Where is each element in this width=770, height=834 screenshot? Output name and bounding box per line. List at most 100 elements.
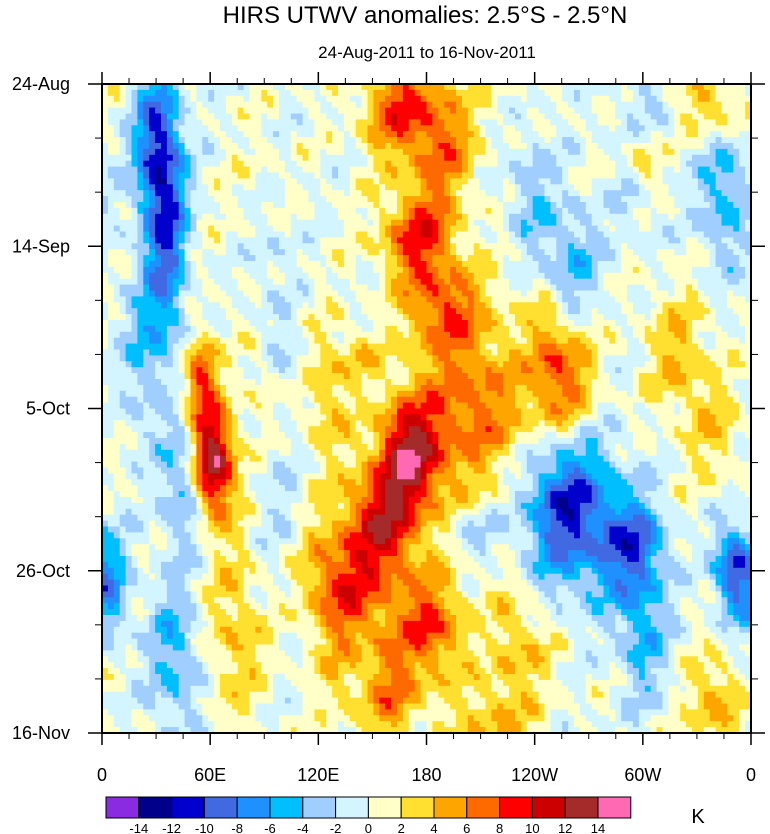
heatmap-cell [650, 202, 658, 209]
heatmap-cell [591, 213, 599, 221]
heatmap-cell [574, 137, 581, 144]
heatmap-cell [621, 178, 628, 185]
heatmap-cell [621, 284, 628, 292]
heatmap-cell [709, 143, 717, 150]
heatmap-cell [715, 278, 723, 286]
heatmap-cell [686, 207, 693, 215]
heatmap-cell [367, 95, 374, 103]
heatmap-cell [509, 290, 516, 297]
heatmap-cell [650, 160, 658, 168]
heatmap-cell [503, 278, 510, 286]
heatmap-cell [255, 296, 262, 303]
heatmap-cell [249, 249, 256, 256]
heatmap-cell [709, 148, 717, 156]
heatmap-cell [473, 284, 481, 292]
heatmap-cell [633, 337, 640, 345]
heatmap-cell [202, 148, 209, 156]
heatmap-cell [509, 225, 516, 233]
heatmap-cell [556, 255, 563, 262]
heatmap-cell [143, 237, 150, 244]
heatmap-cell [579, 255, 587, 262]
heatmap-cell [674, 207, 681, 215]
heatmap-cell [220, 308, 227, 315]
heatmap-cell [243, 137, 251, 144]
heatmap-cell [202, 331, 209, 339]
heatmap-cell [697, 154, 705, 162]
heatmap-cell [302, 308, 310, 315]
heatmap-cell [638, 107, 646, 115]
heatmap-cell [644, 278, 652, 286]
heatmap-cell [650, 314, 658, 321]
heatmap-cell [692, 314, 699, 321]
heatmap-cell [361, 119, 369, 126]
heatmap-cell [638, 178, 646, 185]
heatmap-cell [255, 202, 262, 209]
heatmap-cell [550, 249, 557, 256]
heatmap-cell [273, 231, 280, 238]
heatmap-cell [532, 160, 540, 168]
heatmap-cell [733, 131, 740, 138]
heatmap-cell [137, 89, 144, 97]
heatmap-cell [214, 290, 221, 297]
heatmap-cell [538, 331, 546, 339]
heatmap-cell [603, 95, 610, 103]
heatmap-cell [137, 190, 144, 197]
heatmap-cell [314, 202, 321, 209]
heatmap-cell [733, 325, 740, 333]
heatmap-cell [638, 160, 646, 168]
heatmap-cell [355, 343, 363, 351]
heatmap-cell [745, 337, 752, 345]
heatmap-cell [532, 202, 540, 209]
heatmap-cell [267, 166, 274, 174]
heatmap-cell [526, 95, 534, 103]
heatmap-cell [479, 308, 487, 315]
heatmap-cell [255, 325, 262, 333]
heatmap-cell [119, 101, 127, 109]
heatmap-cell [733, 243, 740, 250]
heatmap-cell [520, 249, 528, 256]
heatmap-cell [231, 337, 239, 345]
heatmap-cell [656, 202, 664, 209]
heatmap-cell [739, 249, 746, 256]
heatmap-cell [184, 249, 192, 256]
heatmap-cell [161, 308, 168, 315]
heatmap-cell [721, 290, 728, 297]
heatmap-cell [107, 154, 115, 162]
heatmap-cell [414, 314, 422, 321]
heatmap-cell [125, 125, 133, 132]
heatmap-cell [202, 278, 209, 286]
heatmap-cell [102, 231, 109, 238]
heatmap-cell [166, 178, 174, 185]
heatmap-cell [102, 160, 109, 168]
heatmap-cell [633, 113, 640, 120]
heatmap-cell [668, 231, 675, 238]
heatmap-cell [220, 225, 227, 233]
heatmap-cell [473, 143, 481, 150]
heatmap-cell [302, 89, 310, 97]
heatmap-cell [190, 349, 197, 356]
heatmap-cell [166, 325, 174, 333]
heatmap-cell [491, 308, 498, 315]
heatmap-cell [349, 184, 357, 191]
heatmap-cell [633, 219, 640, 227]
heatmap-cell [302, 172, 310, 179]
heatmap-cell [255, 213, 262, 221]
heatmap-cell [125, 349, 133, 356]
heatmap-cell [650, 290, 658, 297]
heatmap-cell [178, 213, 186, 221]
heatmap-cell [550, 290, 557, 297]
heatmap-cell [408, 261, 416, 268]
heatmap-cell [338, 137, 345, 144]
heatmap-cell [373, 337, 380, 345]
heatmap-cell [497, 290, 504, 297]
heatmap-cell [467, 290, 475, 297]
heatmap-cell [579, 113, 587, 120]
heatmap-cell [166, 107, 174, 115]
heatmap-cell [237, 125, 245, 132]
heatmap-cell [385, 249, 392, 256]
heatmap-cell [662, 184, 669, 191]
heatmap-cell [497, 113, 504, 120]
heatmap-cell [214, 154, 221, 162]
heatmap-cell [107, 290, 115, 297]
heatmap-cell [609, 196, 616, 203]
